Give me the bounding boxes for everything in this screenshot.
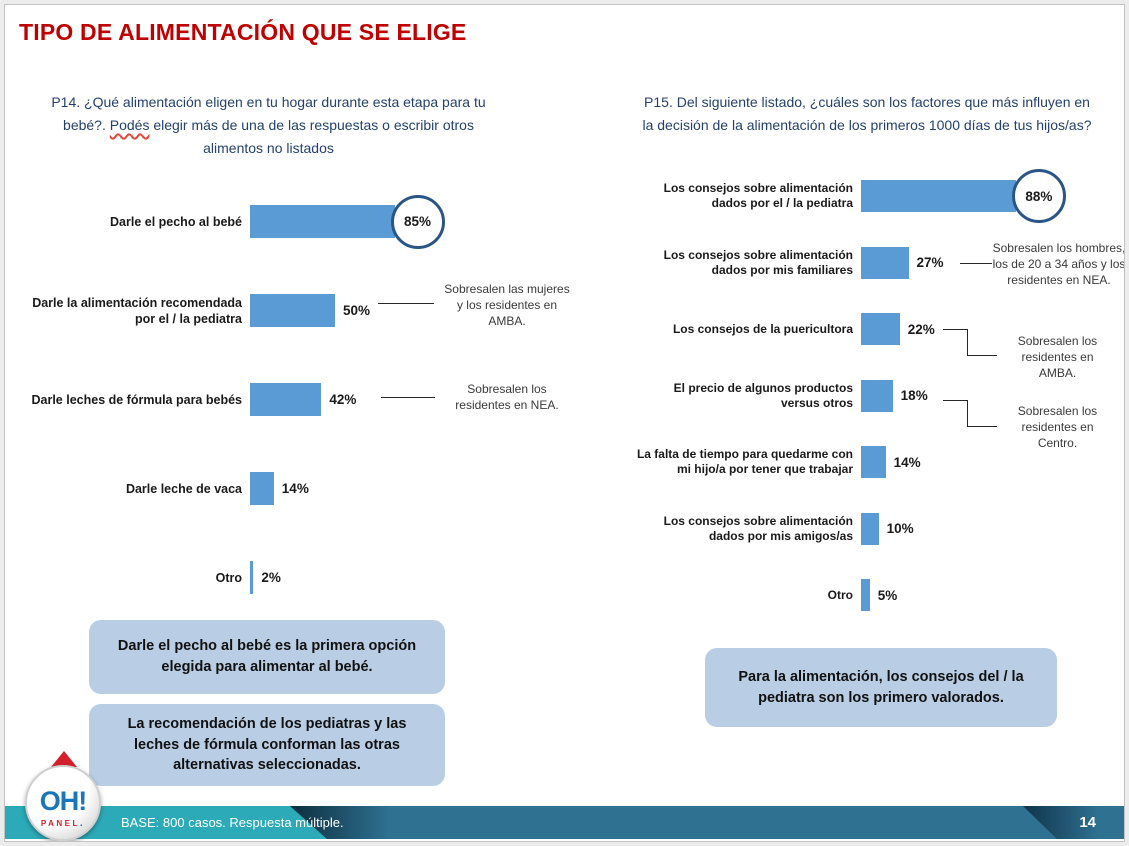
- value-label: 5%: [877, 587, 898, 603]
- logo-panel-word: PANEL: [40, 818, 80, 828]
- value-label: 14%: [281, 481, 309, 496]
- value-label-circled: 85%: [390, 194, 445, 249]
- bar: [250, 294, 335, 327]
- annotation: Sobresalen las mujeres y los residentes …: [444, 282, 570, 328]
- bar: [861, 379, 893, 412]
- connector-line: [943, 400, 967, 401]
- chart-p15: Los consejos sobre alimentación dados po…: [633, 163, 1123, 629]
- base-note: BASE: 800 casos. Respuesta múltiple.: [121, 815, 344, 830]
- value-label: 2%: [261, 570, 281, 585]
- category-label: Darle leches de fórmula para bebés: [31, 392, 242, 407]
- bar: [250, 205, 395, 238]
- value-label: 50%: [343, 303, 371, 318]
- bar: [250, 383, 322, 416]
- connector-line: [967, 400, 968, 427]
- connector-line: [960, 263, 992, 264]
- bar-row: El precio de algunos productos versus ot…: [633, 363, 1123, 430]
- bar-row: Otro 5%: [633, 562, 1123, 629]
- bar: [861, 246, 909, 279]
- bar-row: Darle el pecho al bebé 85%: [24, 177, 584, 266]
- bar: [861, 512, 879, 545]
- slide: TIPO DE ALIMENTACIÓN QUE SE ELIGE P14. ¿…: [4, 4, 1125, 842]
- category-label: Darle el pecho al bebé: [110, 214, 242, 229]
- bar: [861, 313, 900, 346]
- page-number: 14: [1079, 814, 1096, 831]
- bar-row: Los consejos sobre alimentación dados po…: [633, 496, 1123, 563]
- bar: [250, 472, 274, 505]
- value-label: 18%: [900, 388, 928, 404]
- value-label: 10%: [886, 521, 914, 537]
- category-label: El precio de algunos productos versus ot…: [673, 380, 853, 410]
- logo-circle: OH! PANEL.: [25, 765, 101, 841]
- value-label: 42%: [329, 392, 357, 407]
- category-label: Los consejos sobre alimentación dados po…: [663, 513, 853, 543]
- footer-bar: BASE: 800 casos. Respuesta múltiple. 14: [5, 806, 1124, 839]
- chart-p15-question: P15. Del siguiente listado, ¿cuáles son …: [642, 94, 1092, 133]
- value-label: 27%: [916, 255, 944, 271]
- value-label: 22%: [907, 321, 935, 337]
- bar: [861, 446, 886, 479]
- category-label: Los consejos de la puericultora: [672, 321, 853, 336]
- bar: [250, 561, 254, 594]
- page-title: TIPO DE ALIMENTACIÓN QUE SE ELIGE: [19, 19, 467, 45]
- annotation: Sobresalen los residentes en NEA.: [455, 382, 559, 412]
- annotation: Sobresalen los residentes en Centro.: [1017, 404, 1098, 450]
- chart-p14-question: P14. ¿Qué alimentación eligen en tu hoga…: [41, 91, 496, 160]
- category-label: La falta de tiempo para quedarme con mi …: [636, 447, 853, 477]
- connector-line: [381, 397, 435, 398]
- logo-sub-text: PANEL.: [41, 818, 85, 829]
- bar-row: Darle leches de fórmula para bebés 42%: [24, 355, 584, 444]
- p14-misspelled-word: Podés: [109, 117, 150, 133]
- chart-p14: Darle el pecho al bebé 85% Darle la alimen…: [24, 177, 584, 622]
- bar-row: Los consejos de la puericultora 22%: [633, 296, 1123, 363]
- callout-box: Darle el pecho al bebé es la primera opc…: [89, 620, 445, 694]
- logo-blue-dot: .: [79, 817, 86, 829]
- connector-line: [943, 329, 967, 330]
- category-label: Otro: [827, 587, 853, 602]
- callout-box: La recomendación de los pediatras y las …: [89, 704, 445, 786]
- connector-line: [967, 329, 968, 356]
- value-label: 14%: [893, 454, 921, 470]
- p14-text-pre: P14. ¿Qué alimentación eligen en tu hoga…: [51, 94, 486, 133]
- arrow-up-icon: [51, 751, 77, 767]
- p14-text-post: elegir más de una de las respuestas o es…: [149, 117, 474, 156]
- bar: [861, 579, 870, 612]
- connector-line: [378, 303, 434, 304]
- category-label: Otro: [215, 570, 242, 585]
- bar-row: Darle leche de vaca 14%: [24, 444, 584, 533]
- logo-main-text: OH!: [39, 785, 87, 816]
- value-label-circled: 88%: [1011, 169, 1066, 224]
- callout-box: Para la alimentación, los consejos del /…: [705, 648, 1057, 727]
- bar-row: Darle la alimentación recomendada por el…: [24, 266, 584, 355]
- bar-row: Otro 2%: [24, 533, 584, 622]
- annotation: Sobresalen los residentes en AMBA.: [1017, 334, 1098, 380]
- category-label: Darle la alimentación recomendada por el…: [32, 295, 242, 326]
- bar: [861, 180, 1016, 213]
- category-label: Darle leche de vaca: [125, 481, 242, 496]
- annotation: Sobresalen los hombres, los de 20 a 34 a…: [992, 241, 1125, 287]
- connector-line: [967, 426, 997, 427]
- bar-row: Los consejos sobre alimentación dados po…: [633, 230, 1123, 297]
- ohpanel-logo: OH! PANEL.: [25, 751, 103, 841]
- connector-line: [967, 355, 997, 356]
- bar-row: La falta de tiempo para quedarme con mi …: [633, 429, 1123, 496]
- category-label: Los consejos sobre alimentación dados po…: [663, 247, 853, 277]
- category-label: Los consejos sobre alimentación dados po…: [663, 181, 853, 211]
- bar-row: Los consejos sobre alimentación dados po…: [633, 163, 1123, 230]
